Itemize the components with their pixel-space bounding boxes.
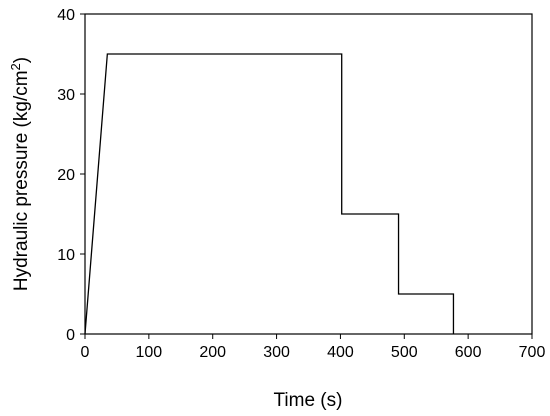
x-tick-label: 700	[519, 344, 546, 361]
y-axis-title-close: )	[11, 57, 32, 63]
x-tick-label: 100	[136, 344, 163, 361]
y-axis-ticks: 0 10 20 30 40	[57, 7, 85, 344]
y-tick-label: 10	[57, 247, 75, 264]
x-tick-label: 500	[391, 344, 418, 361]
plot-frame	[84, 13, 533, 335]
x-tick-label: 300	[263, 344, 290, 361]
x-tick-label: 0	[81, 344, 90, 361]
x-axis-ticks: 0 100 200 300 400 500 600 700	[81, 334, 546, 361]
y-axis-title: Hydraulic pressure (kg/cm2)	[8, 57, 32, 291]
y-axis-title-sup: 2	[8, 63, 23, 70]
y-tick-label: 30	[57, 87, 75, 104]
y-axis-title-main: Hydraulic pressure (kg/cm	[11, 70, 32, 291]
x-tick-label: 200	[199, 344, 226, 361]
series-line	[84, 53, 455, 335]
x-tick-label: 600	[455, 344, 482, 361]
y-tick-label: 0	[66, 327, 75, 344]
x-axis-title: Time (s)	[274, 390, 343, 411]
y-tick-label: 20	[57, 167, 75, 184]
x-tick-label: 400	[327, 344, 354, 361]
y-tick-label: 40	[57, 7, 75, 24]
